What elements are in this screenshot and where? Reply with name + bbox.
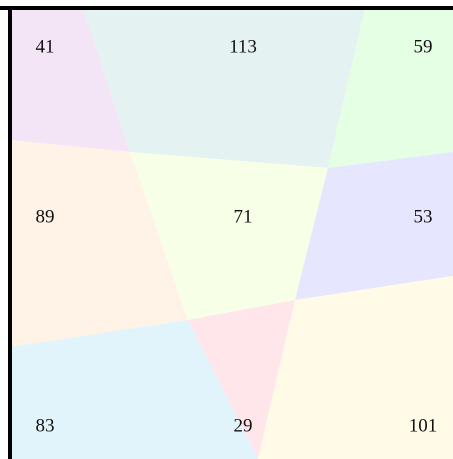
cell-region bbox=[10, 8, 130, 152]
cell-number: 41 bbox=[36, 36, 55, 57]
cell-number: 113 bbox=[229, 36, 257, 57]
cell-region bbox=[328, 8, 453, 168]
cell-region bbox=[130, 152, 328, 320]
cell-number: 101 bbox=[409, 415, 438, 436]
cell-number: 71 bbox=[234, 206, 253, 227]
cell-region bbox=[188, 300, 295, 459]
cell-region bbox=[83, 8, 365, 168]
cell-region bbox=[258, 276, 453, 459]
cell-number: 53 bbox=[414, 206, 433, 227]
cell-number: 89 bbox=[36, 206, 55, 227]
cell-number: 29 bbox=[234, 415, 253, 436]
cell-region bbox=[10, 320, 258, 459]
cell-region bbox=[10, 140, 188, 347]
cell-number: 83 bbox=[36, 415, 55, 436]
cells: 41 113 59 89 71 53 83 29 101 bbox=[10, 8, 453, 459]
cell-region bbox=[295, 152, 453, 300]
cell-number: 59 bbox=[414, 36, 433, 57]
